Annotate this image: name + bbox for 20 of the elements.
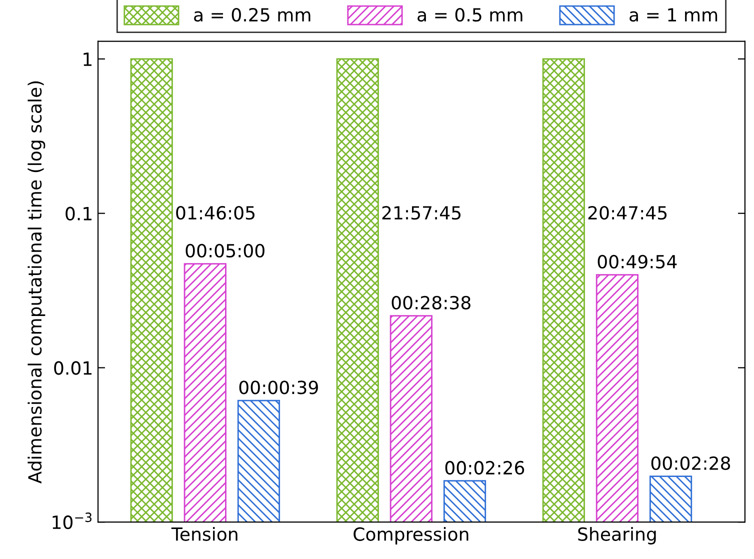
annotation: 00:05:00 (186, 244, 264, 258)
y-tick-label: 10$^{−3}$ (52, 512, 92, 530)
annotation: 00:49:54 (598, 254, 677, 268)
x-tick-label: Shearing (578, 526, 656, 544)
annotation: 00:28:38 (392, 296, 470, 310)
y-tick-label: 0.01 (54, 361, 92, 375)
legend-label: a = 0.5 mm (418, 8, 522, 22)
annotation: 21:57:45 (382, 206, 461, 220)
annotation: 00:02:26 (445, 460, 524, 475)
legend-label: a = 0.25 mm (194, 8, 310, 22)
y-tick-label: 0.1 (66, 206, 92, 220)
x-tick-label: Compression (354, 526, 468, 544)
annotation: 01:46:05 (176, 206, 254, 220)
x-tick-label: Tension (171, 526, 238, 541)
annotation: 20:47:45 (588, 206, 667, 220)
legend-label: a = 1 mm (630, 8, 718, 22)
annotation: 00:00:39 (239, 380, 318, 394)
y-tick-label: 1 (84, 52, 92, 66)
annotation: 00:02:28 (651, 456, 730, 470)
y-axis-title: Adimensional computational time (log scale) (28, 81, 46, 484)
